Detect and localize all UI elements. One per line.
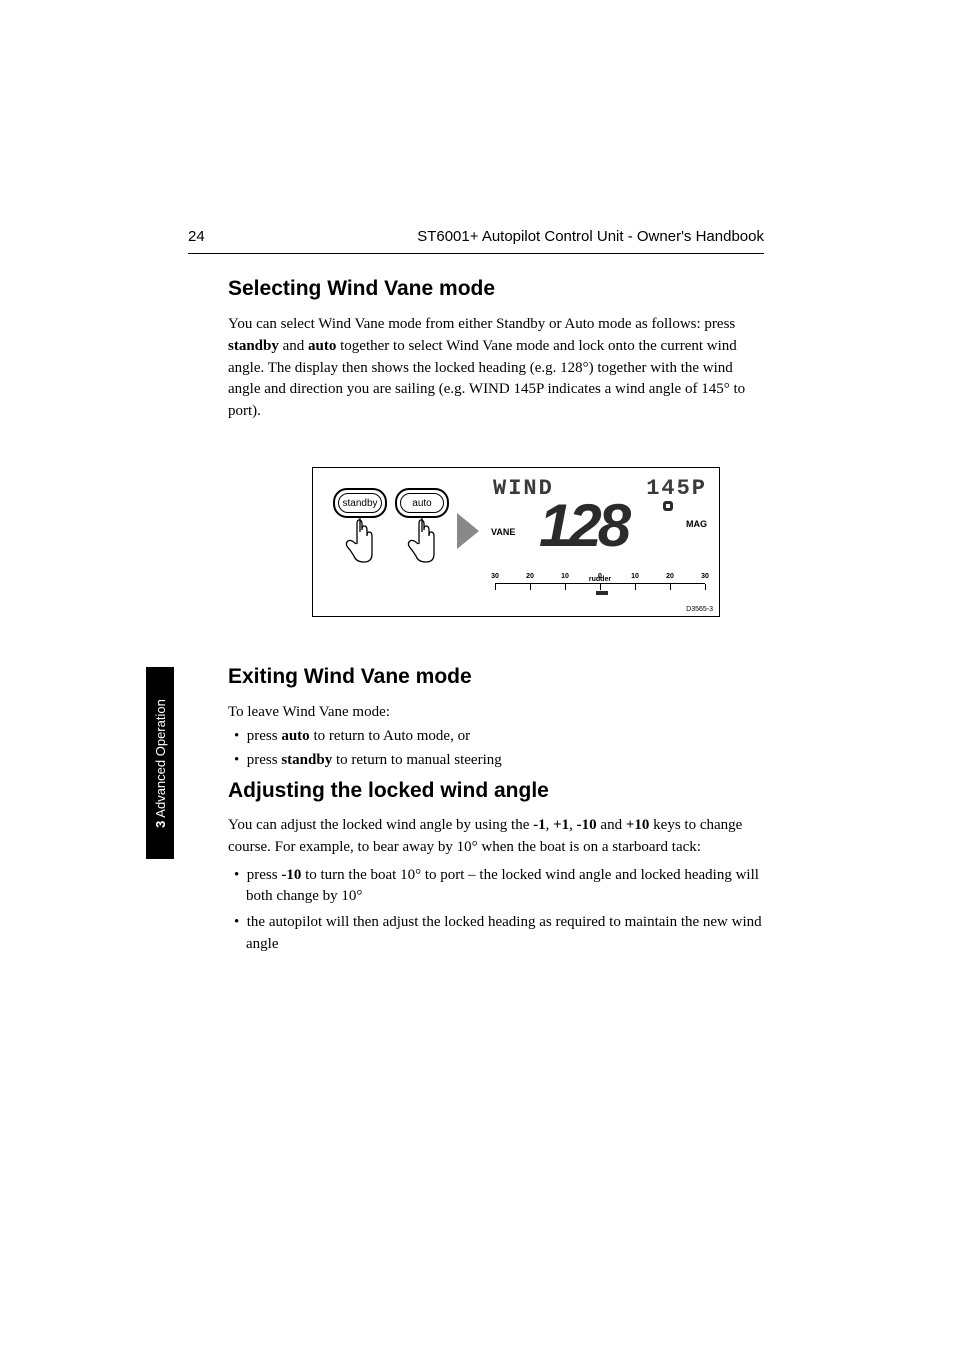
hand-icon — [402, 514, 442, 564]
rudder-tick — [670, 584, 671, 590]
text: , — [569, 817, 577, 833]
rudder-tick — [600, 584, 601, 590]
auto-press-graphic: auto — [395, 488, 449, 564]
chapter-title-text: Advanced Operation — [153, 699, 168, 818]
chapter-side-tab-label: 3 Advanced Operation — [153, 699, 168, 828]
kw-plus10: +10 — [626, 817, 650, 833]
rudder-bar — [596, 591, 608, 595]
diagram-standby-button: standby — [333, 488, 387, 518]
kw-standby: standby — [228, 338, 279, 354]
exiting-paragraph: To leave Wind Vane mode: • press auto to… — [228, 702, 764, 771]
text: to turn the boat 10° to port – the locke… — [246, 867, 759, 905]
kw-auto: auto — [281, 728, 309, 744]
hand-icon — [340, 514, 380, 564]
diagram-code: D3565-3 — [686, 606, 713, 613]
heading-adjusting: Adjusting the locked wind angle — [228, 779, 549, 803]
arrow-right-icon — [457, 513, 479, 549]
text: To leave Wind Vane mode: — [228, 702, 764, 724]
selecting-paragraph: You can select Wind Vane mode from eithe… — [228, 314, 764, 423]
text: press — [247, 867, 282, 883]
page-number: 24 — [188, 228, 205, 245]
chapter-number: 3 — [153, 820, 168, 827]
diagram-standby-label: standby — [342, 498, 377, 509]
heading-selecting: Selecting Wind Vane mode — [228, 277, 495, 301]
degree-icon — [663, 501, 673, 511]
kw-minus1: -1 — [533, 817, 546, 833]
kw-minus10: -10 — [577, 817, 597, 833]
text: press — [247, 728, 282, 744]
standby-press-graphic: standby — [333, 488, 387, 564]
adjusting-li1: • press -10 to turn the boat 10° to port… — [246, 865, 764, 909]
text: and — [279, 338, 308, 354]
example-wind: WIND 145P — [469, 381, 544, 397]
rudder-tick — [495, 584, 496, 590]
lcd-mid-row: VANE 128 MAG — [491, 497, 709, 557]
wind-vane-diagram: standby auto WIND 145P VANE 128 MAG — [312, 467, 720, 617]
header-rule — [188, 253, 764, 254]
exiting-li1: • press auto to return to Auto mode, or — [246, 726, 764, 748]
rudder-line: 3020100102030 — [495, 583, 705, 597]
rudder-tick-label: 30 — [701, 573, 709, 580]
lcd-heading-value: 128 — [539, 491, 627, 560]
adjusting-paragraph: You can adjust the locked wind angle by … — [228, 815, 764, 956]
book-title: ST6001+ Autopilot Control Unit - Owner's… — [417, 228, 764, 245]
diagram-auto-button: auto — [395, 488, 449, 518]
text: and — [597, 817, 626, 833]
text: You can adjust the locked wind angle by … — [228, 817, 533, 833]
kw-minus10: -10 — [281, 867, 301, 883]
rudder-tick — [705, 584, 706, 590]
text: press — [247, 752, 282, 768]
text: to return to Auto mode, or — [310, 728, 470, 744]
rudder-tick-label: 30 — [491, 573, 499, 580]
lcd-vane-label: VANE — [491, 527, 515, 537]
lcd-display: WIND 145P VANE 128 MAG rudder 3020100102… — [491, 476, 709, 606]
kw-plus1: +1 — [553, 817, 569, 833]
exiting-li2: • press standby to return to manual stee… — [246, 750, 764, 772]
rudder-tick-label: 0 — [598, 573, 602, 580]
text: , — [546, 817, 554, 833]
kw-auto: auto — [308, 338, 336, 354]
example-heading: 128° — [560, 360, 589, 376]
rudder-tick — [565, 584, 566, 590]
heading-exiting: Exiting Wind Vane mode — [228, 665, 472, 689]
rudder-tick — [635, 584, 636, 590]
diagram-auto-label: auto — [412, 498, 431, 509]
chapter-side-tab: 3 Advanced Operation — [146, 667, 174, 859]
lcd-mag-label: MAG — [686, 519, 707, 529]
adjusting-li2: • the autopilot will then adjust the loc… — [246, 912, 764, 956]
kw-standby: standby — [281, 752, 332, 768]
rudder-tick-label: 10 — [561, 573, 569, 580]
text: the autopilot will then adjust the locke… — [246, 914, 762, 952]
text: You can select Wind Vane mode from eithe… — [228, 316, 735, 332]
rudder-tick — [530, 584, 531, 590]
rudder-tick-label: 20 — [666, 573, 674, 580]
rudder-scale: rudder 3020100102030 — [491, 576, 709, 606]
rudder-tick-label: 10 — [631, 573, 639, 580]
rudder-tick-label: 20 — [526, 573, 534, 580]
text: to return to manual steering — [332, 752, 502, 768]
